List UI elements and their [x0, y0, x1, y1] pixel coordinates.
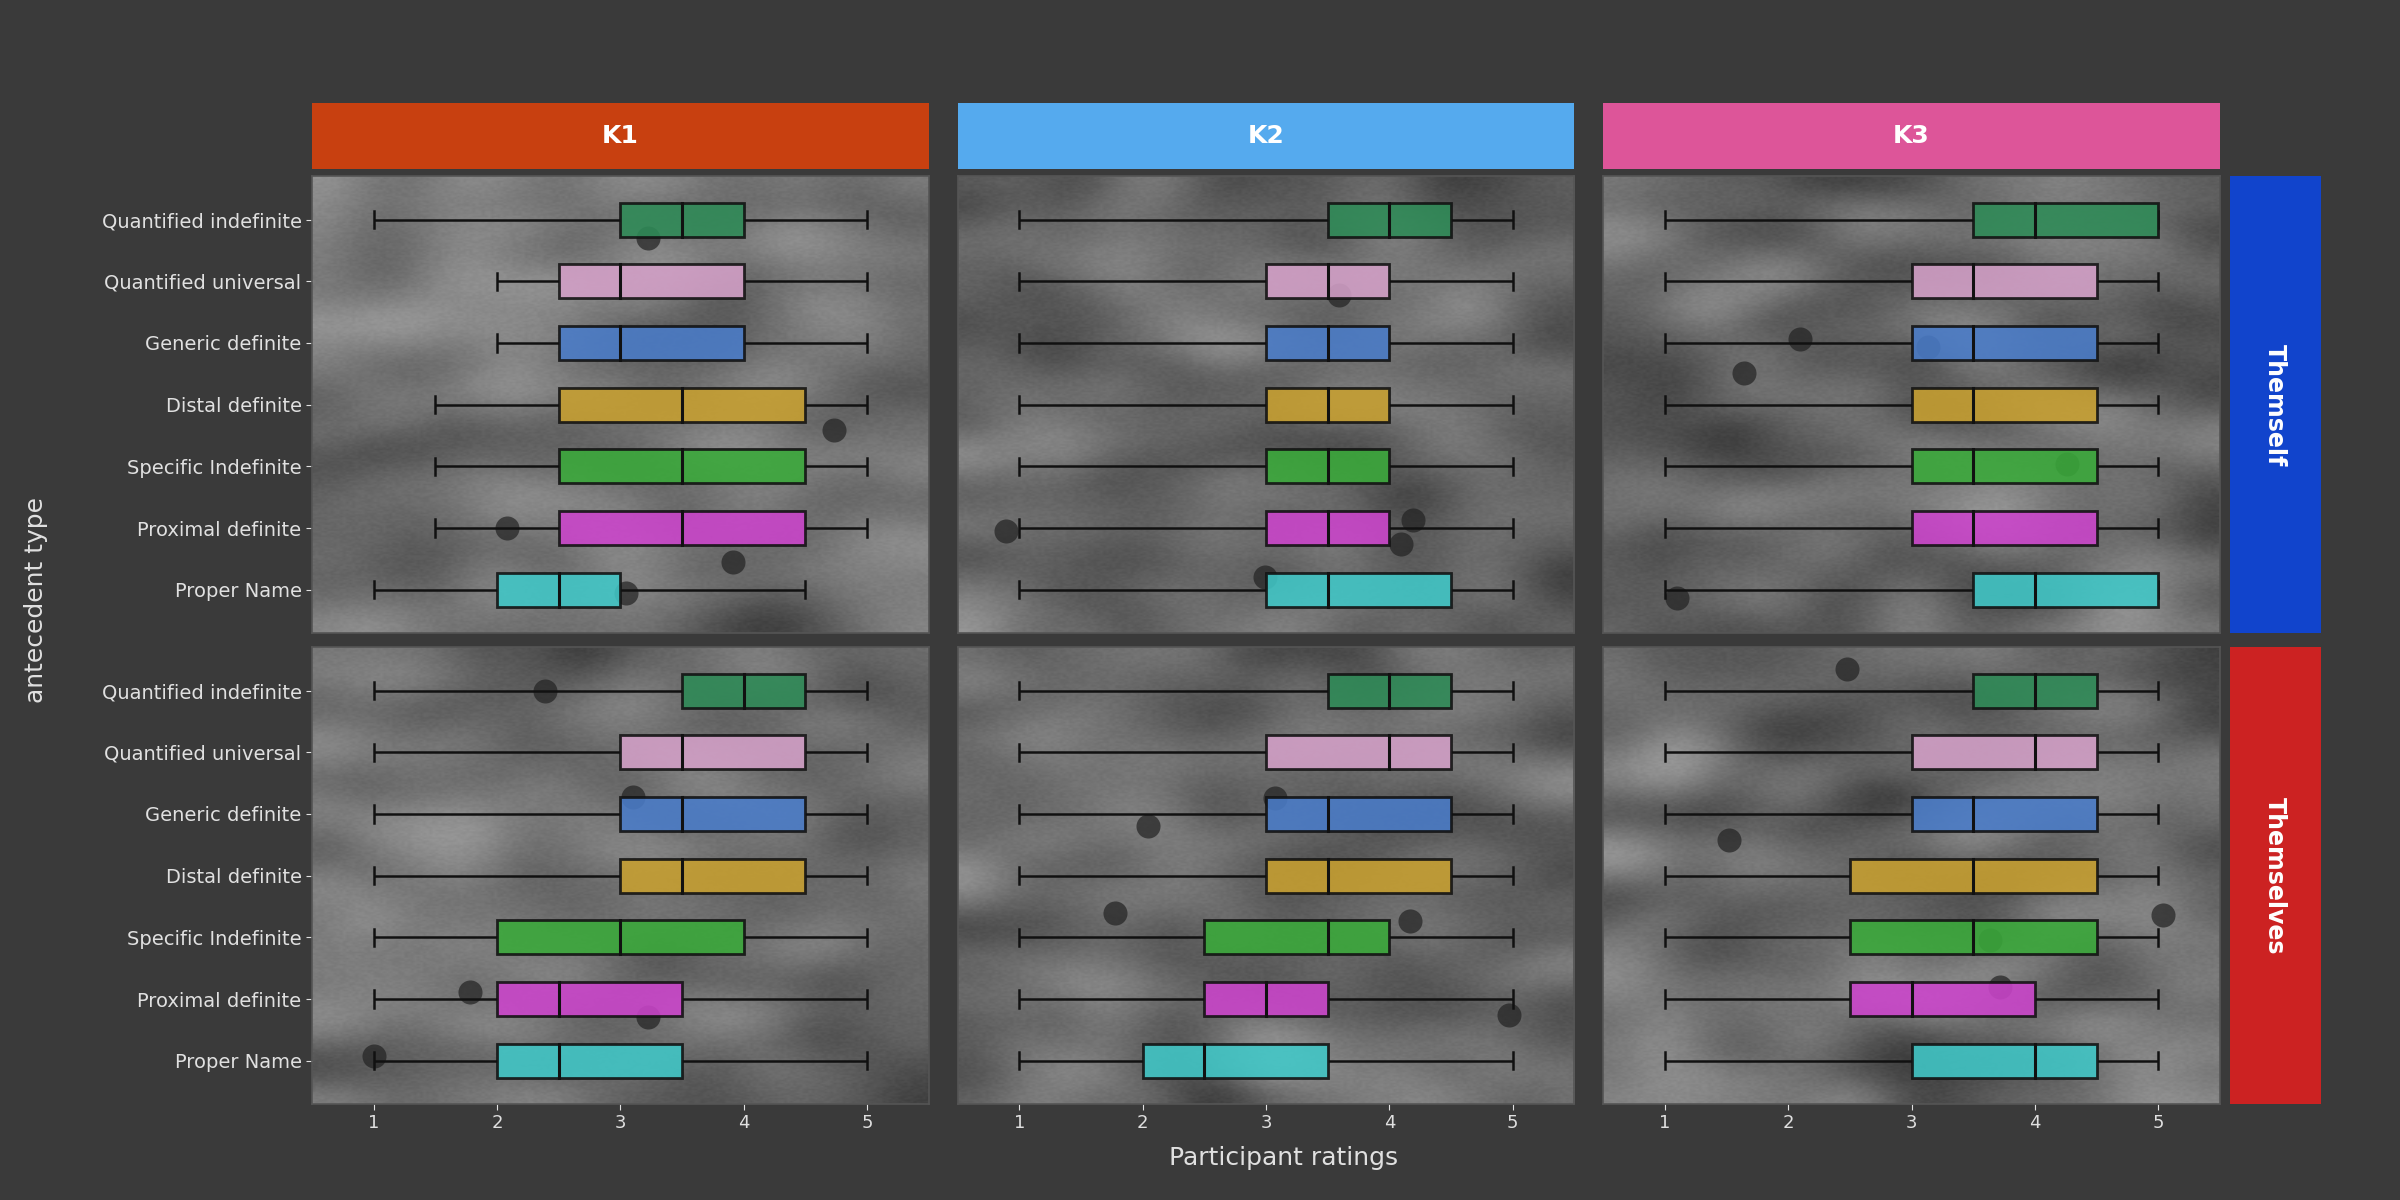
- Bar: [1267, 450, 1390, 484]
- Point: [1392, 911, 1430, 930]
- Bar: [1267, 388, 1390, 421]
- Point: [629, 229, 667, 248]
- Bar: [1327, 203, 1452, 236]
- Bar: [559, 511, 806, 545]
- Point: [814, 420, 852, 439]
- Point: [1394, 510, 1433, 529]
- Text: Themselves: Themselves: [2263, 797, 2287, 954]
- Point: [2143, 905, 2182, 924]
- Point: [1970, 930, 2009, 949]
- Bar: [559, 264, 744, 299]
- Point: [614, 787, 653, 806]
- Point: [2047, 455, 2086, 474]
- Bar: [1850, 982, 2035, 1016]
- Text: K1: K1: [602, 124, 638, 148]
- Bar: [559, 450, 806, 484]
- Point: [1781, 330, 1819, 349]
- Text: Themself: Themself: [2263, 343, 2287, 466]
- Bar: [1205, 920, 1390, 954]
- Point: [1658, 588, 1697, 607]
- Bar: [1910, 326, 2098, 360]
- Point: [1255, 788, 1294, 808]
- Point: [1128, 816, 1166, 835]
- Point: [1980, 977, 2018, 996]
- Point: [1320, 286, 1358, 305]
- Point: [715, 552, 754, 571]
- Bar: [1267, 511, 1390, 545]
- Bar: [497, 920, 744, 954]
- Text: K2: K2: [1248, 124, 1284, 148]
- Point: [1490, 1006, 1529, 1025]
- Bar: [1850, 920, 2098, 954]
- Point: [1829, 660, 1867, 679]
- Bar: [1267, 326, 1390, 360]
- Bar: [1910, 1044, 2098, 1078]
- Bar: [497, 572, 619, 607]
- Point: [1246, 568, 1284, 587]
- Text: Participant ratings: Participant ratings: [1169, 1146, 1399, 1170]
- Bar: [1205, 982, 1327, 1016]
- Point: [1726, 364, 1764, 383]
- Bar: [1910, 797, 2098, 830]
- Bar: [1910, 264, 2098, 299]
- Bar: [1267, 859, 1452, 893]
- Point: [607, 583, 646, 602]
- Bar: [1327, 673, 1452, 708]
- Point: [629, 1007, 667, 1026]
- Point: [1382, 534, 1421, 553]
- Bar: [1910, 388, 2098, 421]
- Bar: [619, 203, 744, 236]
- Bar: [497, 1044, 682, 1078]
- Point: [1094, 904, 1133, 923]
- Bar: [1910, 736, 2098, 769]
- Bar: [619, 797, 806, 830]
- Text: antecedent type: antecedent type: [24, 497, 48, 703]
- Bar: [1267, 797, 1452, 830]
- Bar: [682, 673, 806, 708]
- Point: [526, 682, 564, 701]
- Bar: [1142, 1044, 1327, 1078]
- Point: [451, 983, 490, 1002]
- Bar: [619, 859, 806, 893]
- Bar: [1973, 203, 2158, 236]
- Bar: [1267, 736, 1452, 769]
- Bar: [1973, 572, 2158, 607]
- Bar: [1910, 450, 2098, 484]
- Bar: [1267, 264, 1390, 299]
- Bar: [559, 388, 806, 421]
- Bar: [497, 982, 682, 1016]
- Bar: [1910, 511, 2098, 545]
- Bar: [1267, 572, 1452, 607]
- Point: [986, 522, 1025, 541]
- Point: [487, 518, 526, 538]
- Point: [1908, 337, 1946, 356]
- Point: [1709, 830, 1747, 850]
- Bar: [1850, 859, 2098, 893]
- Text: K3: K3: [1894, 124, 1930, 148]
- Bar: [559, 326, 744, 360]
- Bar: [1973, 673, 2098, 708]
- Bar: [619, 736, 806, 769]
- Point: [355, 1046, 394, 1066]
